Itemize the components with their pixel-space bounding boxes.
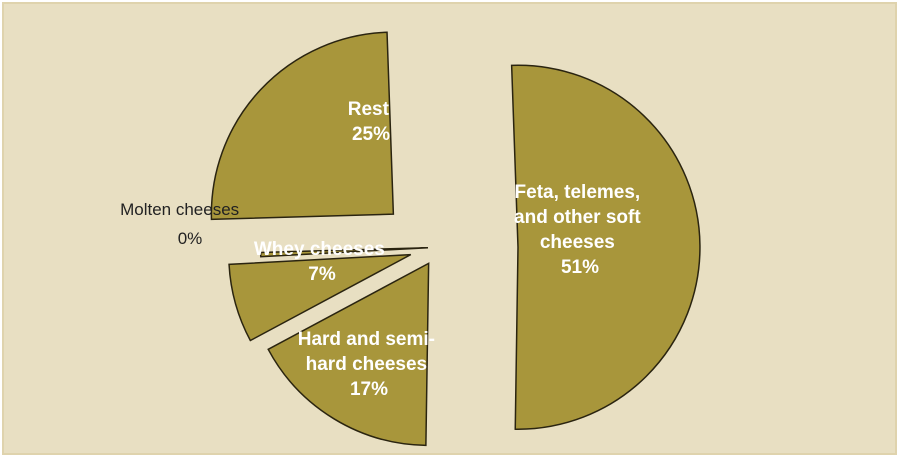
pie-slice-rest (210, 31, 395, 221)
label-hard-percent: 17% (350, 379, 388, 400)
pie-slice-whey (228, 253, 412, 342)
label-feta-line-2: and other soft (514, 207, 641, 228)
label-molten-name: Molten cheeses (120, 200, 239, 219)
label-rest: Rest 25% (348, 99, 394, 145)
label-hard-line-2: hard cheeses (306, 354, 427, 375)
label-hard: Hard and semi- hard cheeses 17% (298, 329, 441, 400)
label-hard-line-1: Hard and semi- (298, 329, 435, 350)
label-feta-line-1: Feta, telemes, (515, 182, 641, 203)
label-whey-percent: 7% (308, 264, 336, 285)
label-rest-percent: 25% (352, 124, 390, 145)
label-rest-name: Rest (348, 99, 390, 120)
label-feta-line-3: cheeses (540, 232, 615, 253)
label-feta-percent: 51% (561, 257, 599, 278)
label-whey-name: Whey cheeses (254, 239, 385, 260)
label-whey: Whey cheeses 7% (254, 239, 390, 285)
label-molten-percent: 0% (178, 229, 203, 248)
pie-slice-feta (510, 64, 701, 430)
pie-slices (210, 31, 701, 447)
label-molten: Molten cheeses 0% (120, 200, 244, 248)
label-feta: Feta, telemes, and other soft cheeses 51… (514, 182, 646, 278)
pie-slice-hard (267, 262, 430, 447)
pie-slice-molten (259, 246, 429, 258)
